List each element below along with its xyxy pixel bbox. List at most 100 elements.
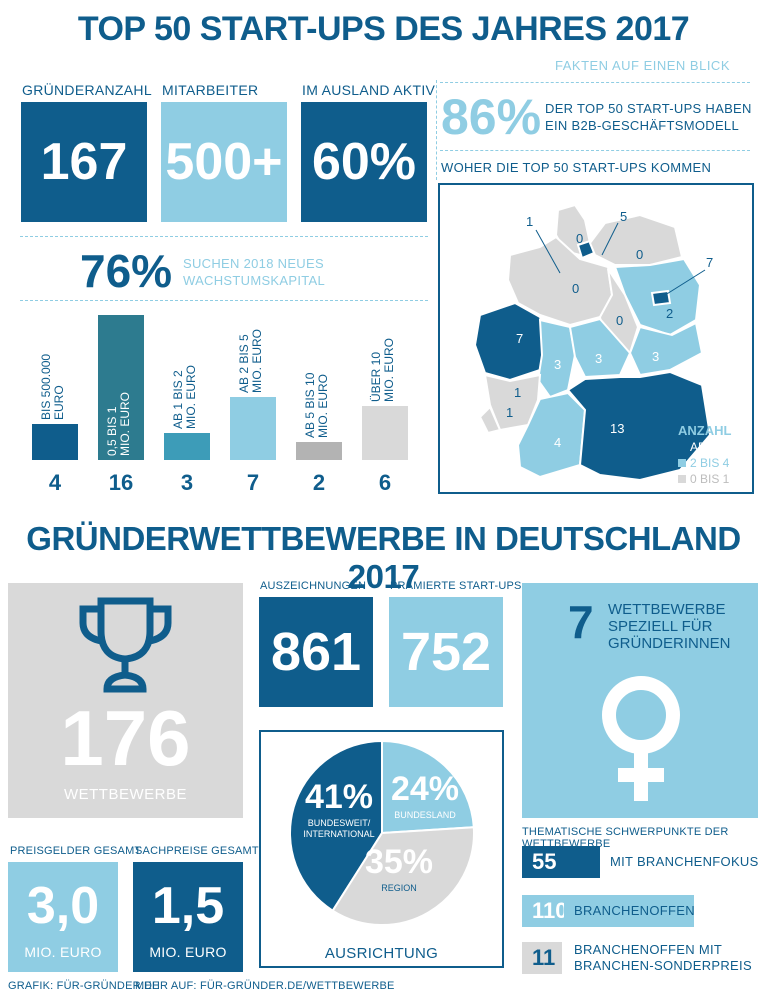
- competitions-panel: 176 WETTBEWERBE: [8, 583, 243, 818]
- prizes-value: 1,5: [151, 877, 225, 935]
- map-number: 3: [595, 351, 602, 366]
- divider: [20, 300, 428, 301]
- pie-slice-percent: 24%: [391, 770, 459, 808]
- employees-value: 500+: [161, 102, 287, 222]
- abroad-value: 60%: [301, 102, 427, 222]
- germany-map: 1 5 0 0 7 0 2 0 7 3 3 3 1 1 4 13 ANZAHL …: [473, 203, 731, 486]
- bar: [32, 423, 78, 460]
- footer-link[interactable]: MEHR AUF: FÜR-GRÜNDER.DE/WETTBEWERBE: [135, 980, 395, 992]
- map-pointer-line: [601, 222, 619, 256]
- map-region-saarland: [478, 405, 502, 435]
- pie-slice-label: REGION: [381, 883, 417, 893]
- legend-label-mid: 2 BIS 4: [690, 456, 730, 470]
- map-region-sachsen: [628, 321, 704, 377]
- map-number: 7: [706, 255, 713, 270]
- legend-label-low: 0 BIS 1: [690, 472, 730, 486]
- topic-label: MIT BRANCHENFOKUS: [610, 854, 759, 869]
- footer-credit: GRAFIK: FÜR-GRÜNDER.DE: [8, 980, 160, 992]
- map-number: 2: [666, 306, 673, 321]
- topic-value: 11: [522, 942, 562, 974]
- map-number: 0: [616, 313, 623, 328]
- bar-category-label-line: MIO. EURO: [184, 364, 198, 429]
- bar-value-label: 16: [108, 470, 134, 495]
- map-number: 3: [554, 357, 561, 372]
- bar-category-label: AB 2 BIS 5 MIO. EURO: [237, 328, 264, 393]
- female-founders-panel: 7 WETTBEWERBE SPEZIELL FÜR GRÜNDERINNEN: [522, 583, 758, 818]
- map-number: 0: [576, 231, 583, 246]
- bar-category-label-line: MIO. EURO: [118, 391, 132, 456]
- bar: [230, 396, 276, 460]
- map-number: 1: [526, 214, 533, 229]
- pie-slice: [381, 739, 475, 835]
- prizes-label: SACHPREISE GESAMT: [135, 845, 259, 857]
- map-number: 5: [620, 209, 627, 224]
- orientation-pie-chart: 41% BUNDESWEIT/INTERNATIONAL 24% BUNDESLAND…: [289, 739, 475, 926]
- founders-label: GRÜNDERANZAHL: [22, 82, 152, 98]
- bar: [164, 432, 210, 460]
- legend-swatch-low: [678, 475, 686, 483]
- map-number: 0: [636, 247, 643, 262]
- map-number: 13: [610, 421, 624, 436]
- b2b-text-line2: EIN B2B-GESCHÄFTSMODELL: [545, 118, 739, 133]
- bar-value-label: 3: [180, 470, 194, 495]
- bar: [296, 441, 342, 460]
- map-number: 1: [514, 385, 521, 400]
- pie-slice-percent: 41%: [305, 778, 373, 816]
- topic-label: BRANCHEN-SONDERPREIS: [574, 958, 752, 973]
- bar: [98, 315, 144, 460]
- map-number: 4: [554, 435, 561, 450]
- bar: [362, 405, 408, 460]
- capital-percent: 76%: [80, 245, 173, 297]
- female-value: 7: [568, 596, 594, 648]
- pie-slice-label: BUNDESWEIT/: [308, 818, 371, 828]
- divider: [440, 150, 750, 151]
- b2b-percent: 86%: [441, 89, 542, 145]
- prize-money-label: PREISGELDER GESAMT: [10, 845, 142, 857]
- topic-row: 110 BRANCHENOFFEN: [522, 895, 695, 927]
- divider: [20, 236, 428, 237]
- awards-label: AUSZEICHNUNGEN: [260, 580, 367, 592]
- map-legend-title: ANZAHL: [678, 423, 731, 438]
- trophy-icon: [79, 597, 172, 693]
- funding-bar-chart: BIS 500.000 EURO 4 0,5 BIS 1 MIO. EURO 16 AB 1…: [20, 300, 430, 510]
- topic-value: 110: [522, 895, 568, 927]
- pie-slice-percent: 35%: [365, 843, 433, 881]
- bar-category-label-line: MIO. EURO: [382, 337, 396, 402]
- employees-label: MITARBEITER: [162, 82, 259, 98]
- pie-slice-label: BUNDESLAND: [394, 810, 456, 820]
- map-region-thueringen: [568, 317, 632, 379]
- topic-label: BRANCHENOFFEN MIT: [574, 942, 723, 957]
- legend-swatch-high: [678, 443, 686, 451]
- female-symbol-icon: [602, 676, 680, 801]
- b2b-text-line1: DER TOP 50 START-UPS HABEN: [545, 101, 752, 116]
- topic-bar: BRANCHENOFFEN: [564, 895, 695, 927]
- bar-category-label-line: EURO: [52, 385, 66, 420]
- prize-money-panel: 3,0 MIO. EURO: [8, 862, 118, 972]
- map-number: 3: [652, 349, 659, 364]
- map-number: 7: [516, 331, 523, 346]
- germany-map-panel: 1 5 0 0 7 0 2 0 7 3 3 3 1 1 4 13 ANZAHL …: [438, 183, 754, 494]
- bar-value-label: 7: [246, 470, 260, 495]
- prizes-unit: MIO. EURO: [149, 944, 227, 960]
- founders-value: 167: [21, 102, 147, 222]
- bar-value-label: 4: [48, 470, 62, 495]
- awards-value: 861: [259, 597, 373, 707]
- bar-category-label: AB 5 BIS 10 MIO. EURO: [303, 373, 330, 438]
- topic-row: 11 BRANCHENOFFEN MIT BRANCHEN-SONDERPREI…: [522, 942, 752, 974]
- female-text-line1: WETTBEWERBE: [608, 601, 726, 618]
- capital-text-line1: SUCHEN 2018 NEUES: [183, 256, 324, 271]
- startups-value: 752: [389, 597, 503, 707]
- map-region-bayern: [566, 370, 712, 482]
- topic-label: BRANCHENOFFEN: [574, 903, 695, 918]
- prize-money-value: 3,0: [26, 877, 100, 935]
- bar-category-label: BIS 500.000 EURO: [39, 354, 66, 420]
- legend-swatch-mid: [678, 459, 686, 467]
- orientation-panel: 41% BUNDESWEIT/INTERNATIONAL 24% BUNDESLAND…: [259, 730, 504, 968]
- bar-value-label: 2: [312, 470, 326, 495]
- topic-value: 55: [522, 846, 600, 878]
- competitions-label: WETTBEWERBE: [63, 786, 187, 803]
- map-number: 0: [572, 281, 579, 296]
- map-pointer-line: [535, 229, 561, 274]
- bar-category-label-line: MIO. EURO: [250, 328, 264, 393]
- map-region-mecklenburg: [588, 213, 684, 266]
